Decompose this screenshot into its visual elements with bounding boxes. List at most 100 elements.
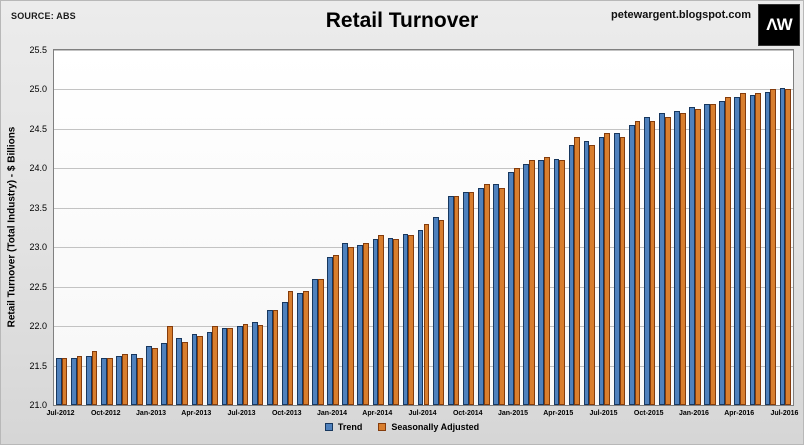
bar-seasonally-adjusted bbox=[438, 219, 445, 405]
bar-trend bbox=[191, 334, 198, 405]
chart-title: Retail Turnover bbox=[325, 9, 479, 32]
bar-trend bbox=[598, 136, 605, 405]
x-tick-label: Jul-2016 bbox=[770, 410, 799, 417]
x-tick-label: Apr-2013 bbox=[181, 410, 212, 417]
bar-trend bbox=[674, 110, 680, 405]
bar-trend bbox=[282, 302, 288, 405]
bar-trend bbox=[568, 144, 575, 405]
bar-seasonally-adjusted bbox=[302, 290, 309, 405]
bar-seasonally-adjusted bbox=[513, 168, 520, 405]
x-tick-label: Jul-2013 bbox=[227, 410, 256, 417]
bar-trend bbox=[463, 192, 469, 405]
x-tick-label: Apr-2014 bbox=[362, 410, 393, 417]
bar-trend bbox=[101, 357, 107, 405]
bar-seasonally-adjusted bbox=[76, 356, 83, 405]
bar-seasonally-adjusted bbox=[740, 93, 746, 405]
bar-seasonally-adjusted bbox=[544, 156, 550, 405]
bar-trend bbox=[478, 188, 484, 405]
bar-seasonally-adjusted bbox=[634, 121, 641, 405]
bar-trend bbox=[70, 357, 77, 405]
gridline bbox=[54, 128, 793, 130]
bar-trend bbox=[402, 233, 409, 405]
bar-trend bbox=[643, 117, 650, 405]
bar-seasonally-adjusted bbox=[408, 235, 415, 405]
y-tick-label: 22.5 bbox=[29, 281, 47, 292]
bar-trend bbox=[749, 94, 756, 405]
bar-seasonally-adjusted bbox=[649, 121, 656, 405]
bar-trend bbox=[266, 310, 273, 405]
bar-seasonally-adjusted bbox=[559, 160, 565, 405]
bar-trend bbox=[493, 184, 499, 405]
bar-trend bbox=[583, 140, 590, 405]
bar-trend bbox=[538, 160, 545, 405]
bar-seasonally-adjusted bbox=[574, 136, 581, 405]
bar-trend bbox=[312, 278, 318, 405]
bar-seasonally-adjusted bbox=[167, 326, 173, 405]
legend: Trend Seasonally Adjusted bbox=[1, 422, 803, 432]
bar-trend bbox=[734, 97, 741, 405]
bar-trend bbox=[85, 356, 92, 405]
bar-seasonally-adjusted bbox=[710, 103, 716, 405]
bar-seasonally-adjusted bbox=[212, 326, 219, 405]
bar-trend bbox=[553, 158, 560, 405]
x-tick-label: Jul-2014 bbox=[408, 410, 437, 417]
bar-seasonally-adjusted bbox=[257, 324, 264, 405]
x-tick-label: Oct-2012 bbox=[90, 410, 121, 417]
bar-trend bbox=[146, 345, 153, 405]
bar-trend bbox=[206, 332, 213, 405]
bar-seasonally-adjusted bbox=[106, 357, 113, 405]
bar-seasonally-adjusted bbox=[152, 348, 158, 405]
bar-seasonally-adjusted bbox=[242, 323, 249, 405]
bar-trend bbox=[161, 343, 168, 405]
bar-seasonally-adjusted bbox=[619, 136, 626, 405]
x-tick-label: Jul-2012 bbox=[46, 410, 75, 417]
bar-trend bbox=[131, 353, 137, 405]
gridline bbox=[54, 207, 793, 209]
bar-seasonally-adjusted bbox=[378, 235, 384, 405]
bar-seasonally-adjusted bbox=[468, 192, 475, 405]
x-tick-label: Oct-2013 bbox=[271, 410, 302, 417]
y-tick-label: 22.0 bbox=[29, 321, 47, 332]
bar-seasonally-adjusted bbox=[498, 188, 505, 405]
bar-seasonally-adjusted bbox=[679, 113, 686, 405]
bar-trend bbox=[628, 124, 635, 405]
bar-seasonally-adjusted bbox=[182, 341, 188, 405]
y-axis-title: Retail Turnover (Total Industry) - $ Bil… bbox=[6, 126, 18, 328]
bar-seasonally-adjusted bbox=[287, 290, 294, 405]
plot-area bbox=[53, 49, 794, 406]
bar-trend bbox=[779, 87, 786, 405]
bar-trend bbox=[55, 357, 62, 405]
bar-trend bbox=[372, 239, 379, 405]
legend-item-seasonally-adjusted: Seasonally Adjusted bbox=[378, 422, 479, 432]
bar-seasonally-adjusted bbox=[423, 223, 430, 405]
bar-seasonally-adjusted bbox=[453, 195, 460, 405]
bar-trend bbox=[327, 257, 333, 405]
bar-trend bbox=[116, 356, 122, 405]
x-tick-label: Jan-2013 bbox=[136, 410, 166, 417]
bar-seasonally-adjusted bbox=[136, 357, 143, 405]
bar-seasonally-adjusted bbox=[363, 243, 369, 405]
x-tick-label: Oct-2015 bbox=[633, 410, 664, 417]
bar-trend bbox=[176, 337, 183, 405]
bar-trend bbox=[689, 106, 695, 405]
bar-trend bbox=[357, 244, 364, 405]
x-tick-label: Apr-2015 bbox=[543, 410, 574, 417]
bar-trend bbox=[236, 326, 243, 405]
x-tick-label: Oct-2014 bbox=[452, 410, 483, 417]
bar-seasonally-adjusted bbox=[529, 160, 535, 405]
y-tick-label: 25.5 bbox=[29, 45, 47, 55]
bar-seasonally-adjusted bbox=[227, 328, 234, 405]
bar-trend bbox=[297, 292, 303, 405]
bar-seasonally-adjusted bbox=[785, 89, 792, 405]
bar-seasonally-adjusted bbox=[197, 336, 203, 405]
legend-swatch bbox=[324, 423, 333, 431]
bar-seasonally-adjusted bbox=[604, 132, 611, 405]
bar-seasonally-adjusted bbox=[317, 278, 324, 405]
bar-seasonally-adjusted bbox=[483, 184, 490, 405]
bar-trend bbox=[417, 229, 424, 405]
bar-seasonally-adjusted bbox=[725, 97, 731, 405]
aw-logo: ΛW bbox=[758, 4, 800, 46]
bar-seasonally-adjusted bbox=[121, 353, 128, 405]
y-tick-label: 25.0 bbox=[29, 84, 47, 95]
